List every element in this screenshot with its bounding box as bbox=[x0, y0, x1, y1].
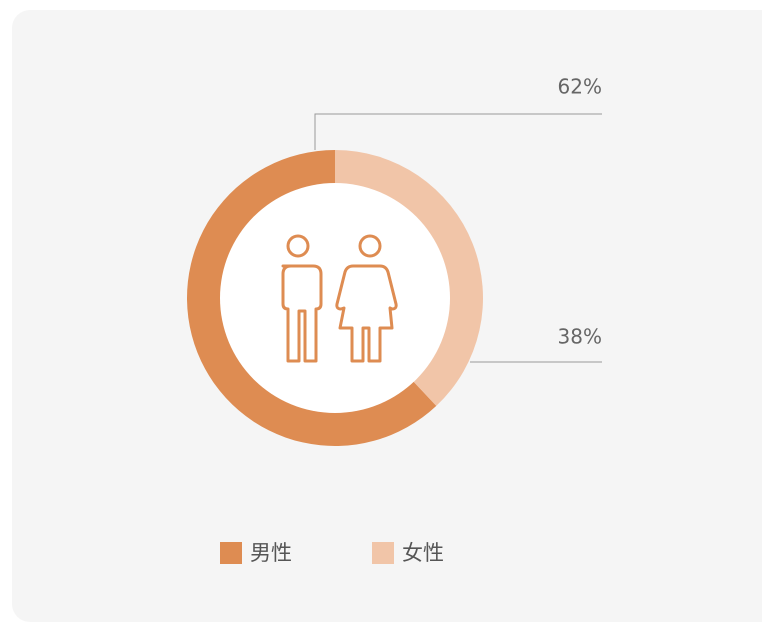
legend-label: 男性 bbox=[250, 541, 292, 565]
value-label: 38% bbox=[558, 325, 602, 349]
value-label: 62% bbox=[558, 75, 602, 99]
donut-hole bbox=[220, 183, 450, 413]
leader-line bbox=[314, 113, 602, 150]
legend-swatch bbox=[220, 542, 242, 564]
legend-swatch bbox=[372, 542, 394, 564]
legend-label: 女性 bbox=[402, 541, 444, 565]
gender-icon bbox=[281, 234, 398, 363]
